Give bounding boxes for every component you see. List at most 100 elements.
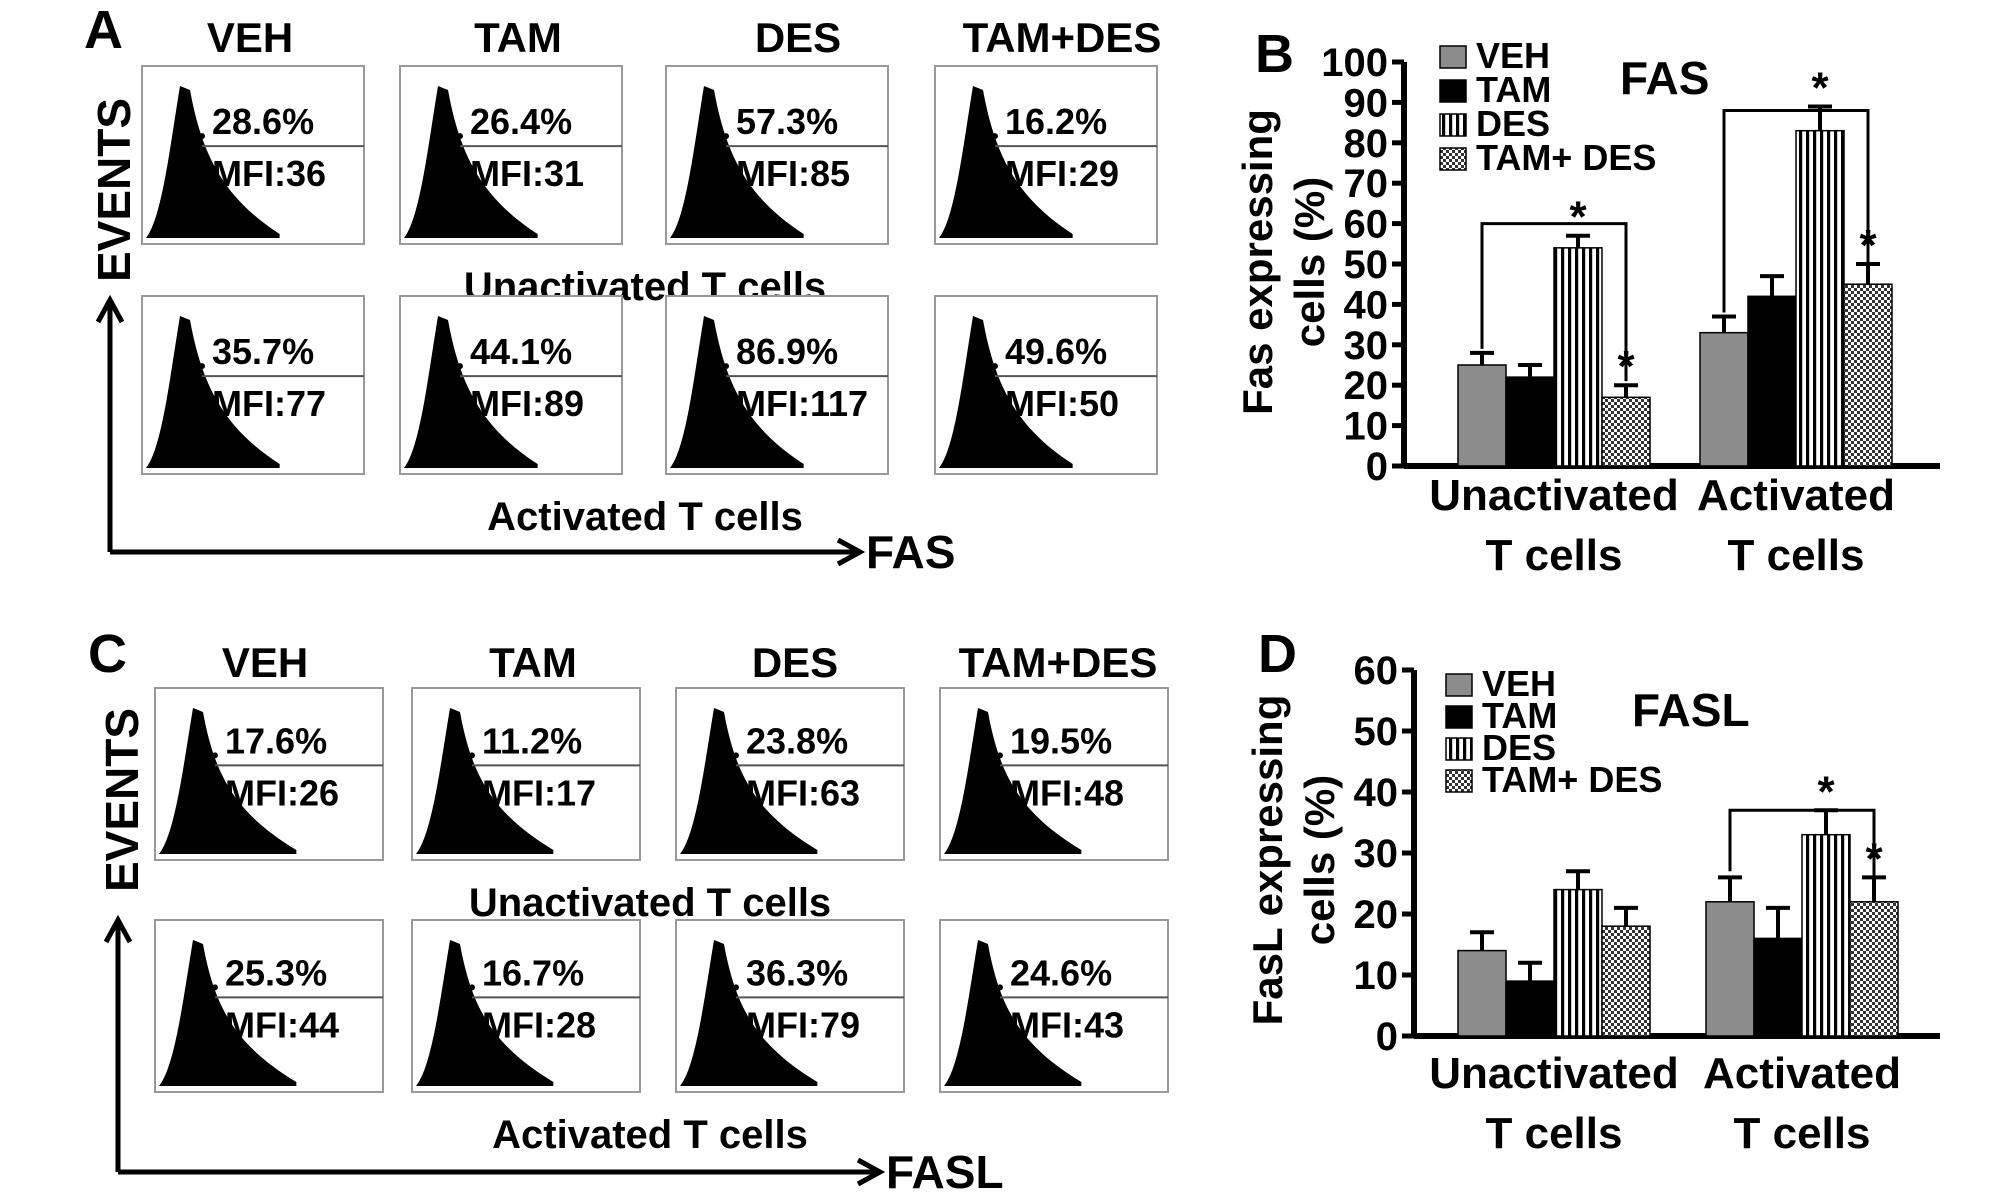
x-category-label: Unactivated: [1429, 1049, 1678, 1098]
mfi-label: MFI:85: [736, 153, 850, 194]
significance-star: *: [1859, 221, 1877, 270]
legend-swatch: [1445, 673, 1473, 697]
percent-label: 16.2%: [1005, 101, 1107, 142]
histogram-shape: [159, 708, 297, 854]
y-axis-arrowhead: [103, 914, 133, 944]
y-tick-label: 30: [1354, 832, 1399, 876]
y-axis-label: EVENTS: [88, 98, 140, 282]
column-header: TAM: [474, 14, 562, 61]
y-tick-label: 20: [1344, 364, 1389, 408]
legend-swatch: [1445, 705, 1473, 729]
x-category-label: T cells: [1486, 531, 1623, 580]
legend-swatch: [1439, 113, 1467, 137]
histogram-shape: [680, 940, 818, 1086]
histogram-shape: [670, 316, 804, 468]
y-tick-label: 70: [1344, 162, 1389, 206]
column-header: TAM: [489, 639, 577, 686]
y-tick-label: 50: [1344, 243, 1389, 287]
legend-label: TAM: [1476, 69, 1551, 110]
bar-tam: [1753, 937, 1803, 1037]
bar-tam: [1505, 980, 1555, 1037]
gate-marker: [457, 133, 463, 140]
y-tick-label: 40: [1344, 283, 1389, 327]
legend-label: TAM: [1482, 695, 1557, 736]
legend-swatch: [1439, 147, 1467, 171]
legend-swatch: [1439, 79, 1467, 103]
y-tick-label: 30: [1344, 324, 1389, 368]
bar-tam: [1747, 295, 1797, 467]
chart-title: FASL: [1632, 684, 1750, 736]
y-tick-label: 0: [1366, 445, 1388, 489]
x-axis-arrowhead: [836, 537, 866, 567]
histogram-shape: [146, 316, 280, 468]
bar-des: [1801, 833, 1851, 1037]
column-header: DES: [752, 639, 838, 686]
x-axis-label: FASL: [886, 1146, 1004, 1198]
percent-label: 19.5%: [1010, 720, 1112, 761]
bar-tam-des: [1843, 283, 1893, 467]
significance-bracket: [1480, 222, 1628, 382]
histogram-shape: [416, 940, 554, 1086]
bar-tam-des: [1849, 901, 1899, 1037]
x-axis-arrowhead: [856, 1157, 886, 1187]
gate-marker: [997, 984, 1003, 991]
bar-tam: [1505, 376, 1555, 467]
legend-swatch: [1445, 737, 1473, 761]
y-tick-label: 10: [1344, 405, 1389, 449]
histogram-shape: [670, 86, 804, 238]
y-tick-label: 40: [1354, 771, 1399, 815]
bar-veh: [1457, 364, 1507, 467]
percent-label: 28.6%: [212, 101, 314, 142]
bar-des: [1553, 247, 1603, 467]
percent-label: 25.3%: [225, 952, 327, 993]
histogram-shape: [159, 940, 297, 1086]
row-label: Activated T cells: [492, 1113, 808, 1157]
histogram-shape: [146, 86, 280, 238]
histogram-shape: [404, 86, 538, 238]
mfi-label: MFI:31: [470, 153, 584, 194]
gate-marker: [723, 363, 729, 370]
y-tick-label: 90: [1344, 81, 1389, 125]
gate-marker: [469, 752, 475, 759]
percent-label: 11.2%: [482, 720, 582, 761]
y-tick-label: 20: [1354, 893, 1399, 937]
mfi-label: MFI:28: [482, 1004, 596, 1045]
percent-label: 36.3%: [746, 952, 848, 993]
mfi-label: MFI:89: [470, 383, 584, 424]
mfi-label: MFI:77: [212, 383, 326, 424]
y-tick-label: 0: [1376, 1015, 1398, 1059]
histogram-shape: [939, 316, 1073, 468]
mfi-label: MFI:50: [1005, 383, 1119, 424]
y-tick-label: 100: [1321, 41, 1388, 85]
row-label: Activated T cells: [487, 495, 803, 539]
mfi-label: MFI:43: [1010, 1004, 1124, 1045]
legend-label: DES: [1482, 727, 1556, 768]
gate-marker: [199, 363, 205, 370]
mfi-label: MFI:29: [1005, 153, 1119, 194]
y-tick-label: 10: [1354, 954, 1399, 998]
percent-label: 26.4%: [470, 101, 572, 142]
y-axis-label: FasL expressing: [1244, 695, 1291, 1026]
gate-marker: [199, 133, 205, 140]
panel-label-d: D: [1258, 624, 1297, 684]
significance-star: *: [1817, 767, 1835, 816]
panel-label-b: B: [1255, 24, 1294, 84]
percent-label: 35.7%: [212, 331, 314, 372]
gate-marker: [457, 363, 463, 370]
significance-star: *: [1617, 342, 1635, 391]
mfi-label: MFI:36: [212, 153, 326, 194]
gate-marker: [997, 752, 1003, 759]
histogram-shape: [416, 708, 554, 854]
histogram-shape: [939, 86, 1073, 238]
column-header: VEH: [222, 639, 308, 686]
gate-marker: [992, 363, 998, 370]
bar-veh: [1457, 949, 1507, 1037]
histogram-shape: [944, 940, 1082, 1086]
bar-veh: [1705, 901, 1755, 1037]
x-category-label: Activated: [1697, 471, 1895, 520]
percent-label: 17.6%: [225, 720, 327, 761]
column-header: VEH: [207, 14, 293, 61]
chart-title: FAS: [1620, 52, 1709, 104]
y-axis-arrowhead: [95, 294, 125, 324]
